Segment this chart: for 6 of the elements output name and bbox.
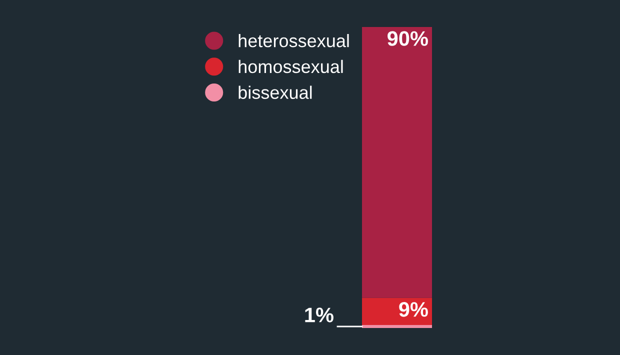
legend-label: homossexual: [238, 60, 343, 74]
data-label: 1%: [305, 308, 334, 322]
data-label: 9%: [399, 302, 428, 317]
data-label: 90%: [388, 31, 428, 46]
legend-label: heterossexual: [238, 34, 349, 48]
legend-label: bissexual: [238, 86, 312, 99]
